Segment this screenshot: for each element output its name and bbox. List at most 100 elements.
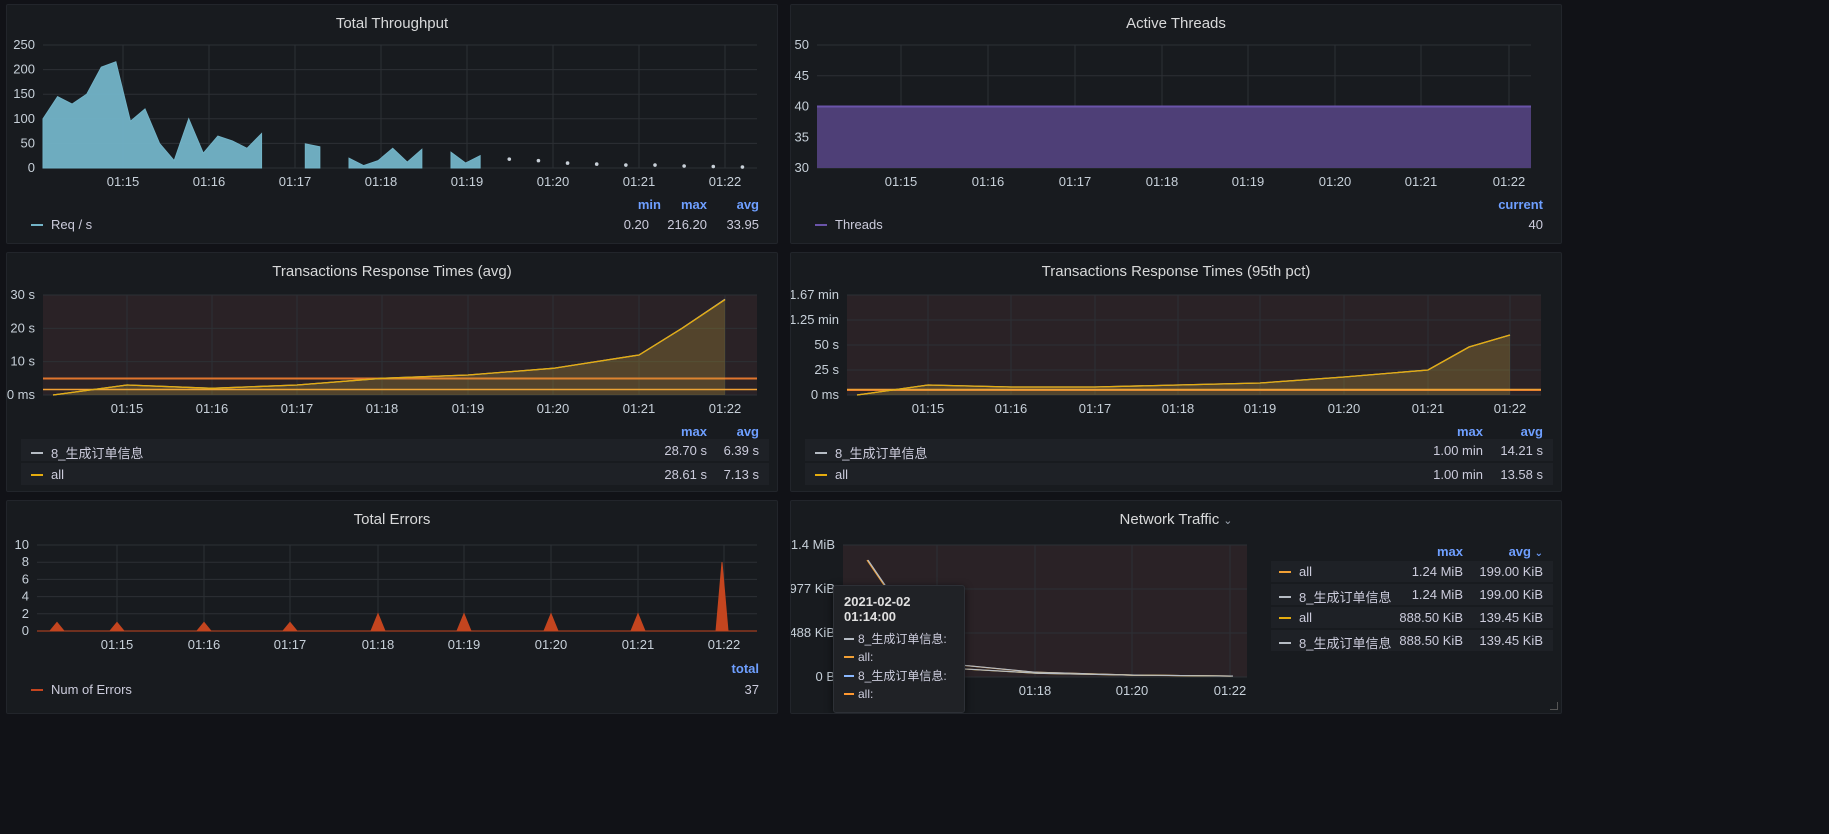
y-tick-label: 0 — [22, 623, 29, 638]
x-tick-label: 01:18 — [362, 637, 395, 652]
panel-title[interactable]: Total Throughput — [335, 15, 449, 32]
legend-swatch — [1279, 641, 1291, 644]
x-tick-label: 01:21 — [1412, 401, 1445, 416]
legend-header-avg[interactable]: avg ⌄ — [1481, 544, 1543, 559]
panel-title-text: Network Traffic — [1119, 511, 1220, 528]
x-tick-label: 01:21 — [623, 174, 656, 189]
tooltip-row-label: 8_生成订单信息: — [858, 669, 947, 683]
legend-value-max: 28.70 s — [664, 443, 707, 458]
panel-title[interactable]: Transactions Response Times (95th pct) — [1041, 263, 1311, 280]
line-series-1 — [52, 299, 726, 396]
panel-title[interactable]: Total Errors — [353, 511, 431, 528]
data-point — [740, 165, 745, 169]
legend-value-avg: 13.58 s — [1500, 467, 1543, 482]
y-tick-label: 50 — [21, 135, 35, 150]
legend-item-order[interactable]: 8_生成订单信息 — [31, 443, 143, 462]
legend-header-avg[interactable]: avg — [1520, 424, 1543, 439]
error-spike — [543, 612, 559, 632]
x-tick-label: 01:15 — [111, 401, 144, 416]
y-tick-label: 40 — [795, 99, 809, 114]
y-tick-label: 488 KiB — [790, 625, 835, 640]
legend-swatch — [31, 688, 43, 691]
legend-item-errors[interactable]: Num of Errors — [31, 682, 132, 697]
x-tick-label: 01:17 — [281, 401, 314, 416]
panel-title[interactable]: Active Threads — [1126, 15, 1226, 32]
x-tick-label: 01:15 — [101, 637, 134, 652]
x-tick-label: 01:18 — [1146, 174, 1179, 189]
error-spike — [48, 621, 66, 632]
x-tick-label: 01:21 — [1405, 174, 1438, 189]
legend-swatch — [844, 693, 854, 695]
x-tick-label: 01:22 — [708, 637, 741, 652]
legend-header-avg[interactable]: avg — [736, 424, 759, 439]
threads-chart[interactable]: 50 45 40 35 30 01:15 01:16 01:17 01:18 01:19 01:20… — [791, 5, 1562, 195]
resize-handle-icon[interactable] — [1550, 702, 1558, 710]
legend-item[interactable]: 8_生成订单信息 — [1279, 633, 1391, 652]
legend-item[interactable]: 8_生成订单信息 — [1279, 587, 1391, 606]
panel-total-throughput: Total Throughput 250 200 150 100 50 0 01:15 01:… — [6, 4, 778, 244]
data-point — [653, 163, 657, 167]
y-tick-label: 100 — [13, 111, 35, 126]
legend-header-min[interactable]: min — [637, 197, 661, 212]
response-avg-chart[interactable]: 30 s 20 s 10 s 0 ms 01:15 01:16 01:17 01:18 01:1… — [7, 253, 778, 423]
line-series-1 — [856, 334, 1511, 396]
legend-header-current[interactable]: current — [1498, 197, 1543, 212]
legend-value-avg: 199.00 KiB — [1479, 564, 1543, 579]
x-tick-label: 01:20 — [1328, 401, 1361, 416]
legend-item-all[interactable]: all — [31, 467, 64, 482]
legend-row-bg — [805, 463, 1553, 485]
legend-header-max[interactable]: max — [1436, 544, 1463, 559]
y-tick-label: 0 B — [815, 669, 835, 684]
y-tick-label: 0 ms — [7, 387, 36, 402]
legend-value-max: 216.20 — [667, 217, 707, 232]
panel-total-errors: Total Errors 10 8 6 4 2 0 01:15 01:16 01:17 01:18… — [6, 500, 778, 714]
legend-header-total[interactable]: total — [731, 661, 759, 676]
throughput-chart[interactable]: 250 200 150 100 50 0 01:15 01:16 01:17 01:18 01:19… — [7, 5, 778, 195]
data-point — [682, 164, 686, 168]
legend-label: Threads — [835, 217, 883, 232]
panel-active-threads: Active Threads 50 45 40 35 30 01:15 01:16 01:17… — [790, 4, 1562, 244]
x-tick-label: 01:19 — [452, 401, 485, 416]
legend-item-order[interactable]: 8_生成订单信息 — [815, 443, 927, 462]
response-95-chart[interactable]: 1.67 min 1.25 min 50 s 25 s 0 ms 01:15 01:16 01… — [791, 253, 1562, 423]
x-tick-label: 01:20 — [1116, 683, 1149, 698]
legend-value-max: 888.50 KiB — [1399, 633, 1463, 648]
legend-value-avg: 199.00 KiB — [1479, 587, 1543, 602]
legend-item[interactable]: all — [1279, 610, 1312, 625]
x-tick-label: 01:19 — [1244, 401, 1277, 416]
y-tick-label: 50 — [795, 37, 809, 52]
legend-header-max[interactable]: max — [680, 424, 707, 439]
legend-item-threads[interactable]: Threads — [815, 217, 883, 232]
legend-item[interactable]: all — [1279, 564, 1312, 579]
legend-swatch — [1279, 595, 1291, 598]
panel-title[interactable]: Network Traffic ⌄ — [791, 511, 1561, 528]
y-tick-label: 1.25 min — [790, 312, 839, 327]
x-tick-label: 01:22 — [709, 401, 742, 416]
data-point — [536, 158, 541, 163]
legend-swatch — [31, 451, 43, 454]
y-tick-label: 2 — [22, 606, 29, 621]
x-tick-label: 01:16 — [188, 637, 221, 652]
errors-chart[interactable]: 10 8 6 4 2 0 01:15 01:16 01:17 01:18 01:19 01:20 01:… — [7, 501, 778, 659]
x-tick-label: 01:18 — [365, 174, 398, 189]
x-tick-label: 01:20 — [535, 637, 568, 652]
legend-header-avg[interactable]: avg — [736, 197, 759, 212]
x-tick-label: 01:17 — [1059, 174, 1092, 189]
chevron-down-icon[interactable]: ⌄ — [1223, 515, 1233, 527]
legend-value-max: 28.61 s — [664, 467, 707, 482]
x-tick-label: 01:18 — [1019, 683, 1052, 698]
x-tick-label: 01:21 — [623, 401, 656, 416]
legend-label: 8_生成订单信息 — [51, 446, 144, 461]
x-tick-label: 01:22 — [709, 174, 742, 189]
legend-item-req[interactable]: Req / s — [31, 217, 92, 232]
y-tick-label: 20 s — [10, 320, 35, 335]
y-tick-label: 35 — [795, 129, 809, 144]
legend-label: Num of Errors — [51, 682, 132, 697]
panel-title[interactable]: Transactions Response Times (avg) — [272, 263, 512, 280]
x-tick-label: 01:19 — [448, 637, 481, 652]
legend-item-all[interactable]: all — [815, 467, 848, 482]
legend-header-max[interactable]: max — [680, 197, 707, 212]
legend-header-max[interactable]: max — [1456, 424, 1483, 439]
legend-value-avg: 14.21 s — [1500, 443, 1543, 458]
legend-row-bg — [805, 439, 1553, 461]
